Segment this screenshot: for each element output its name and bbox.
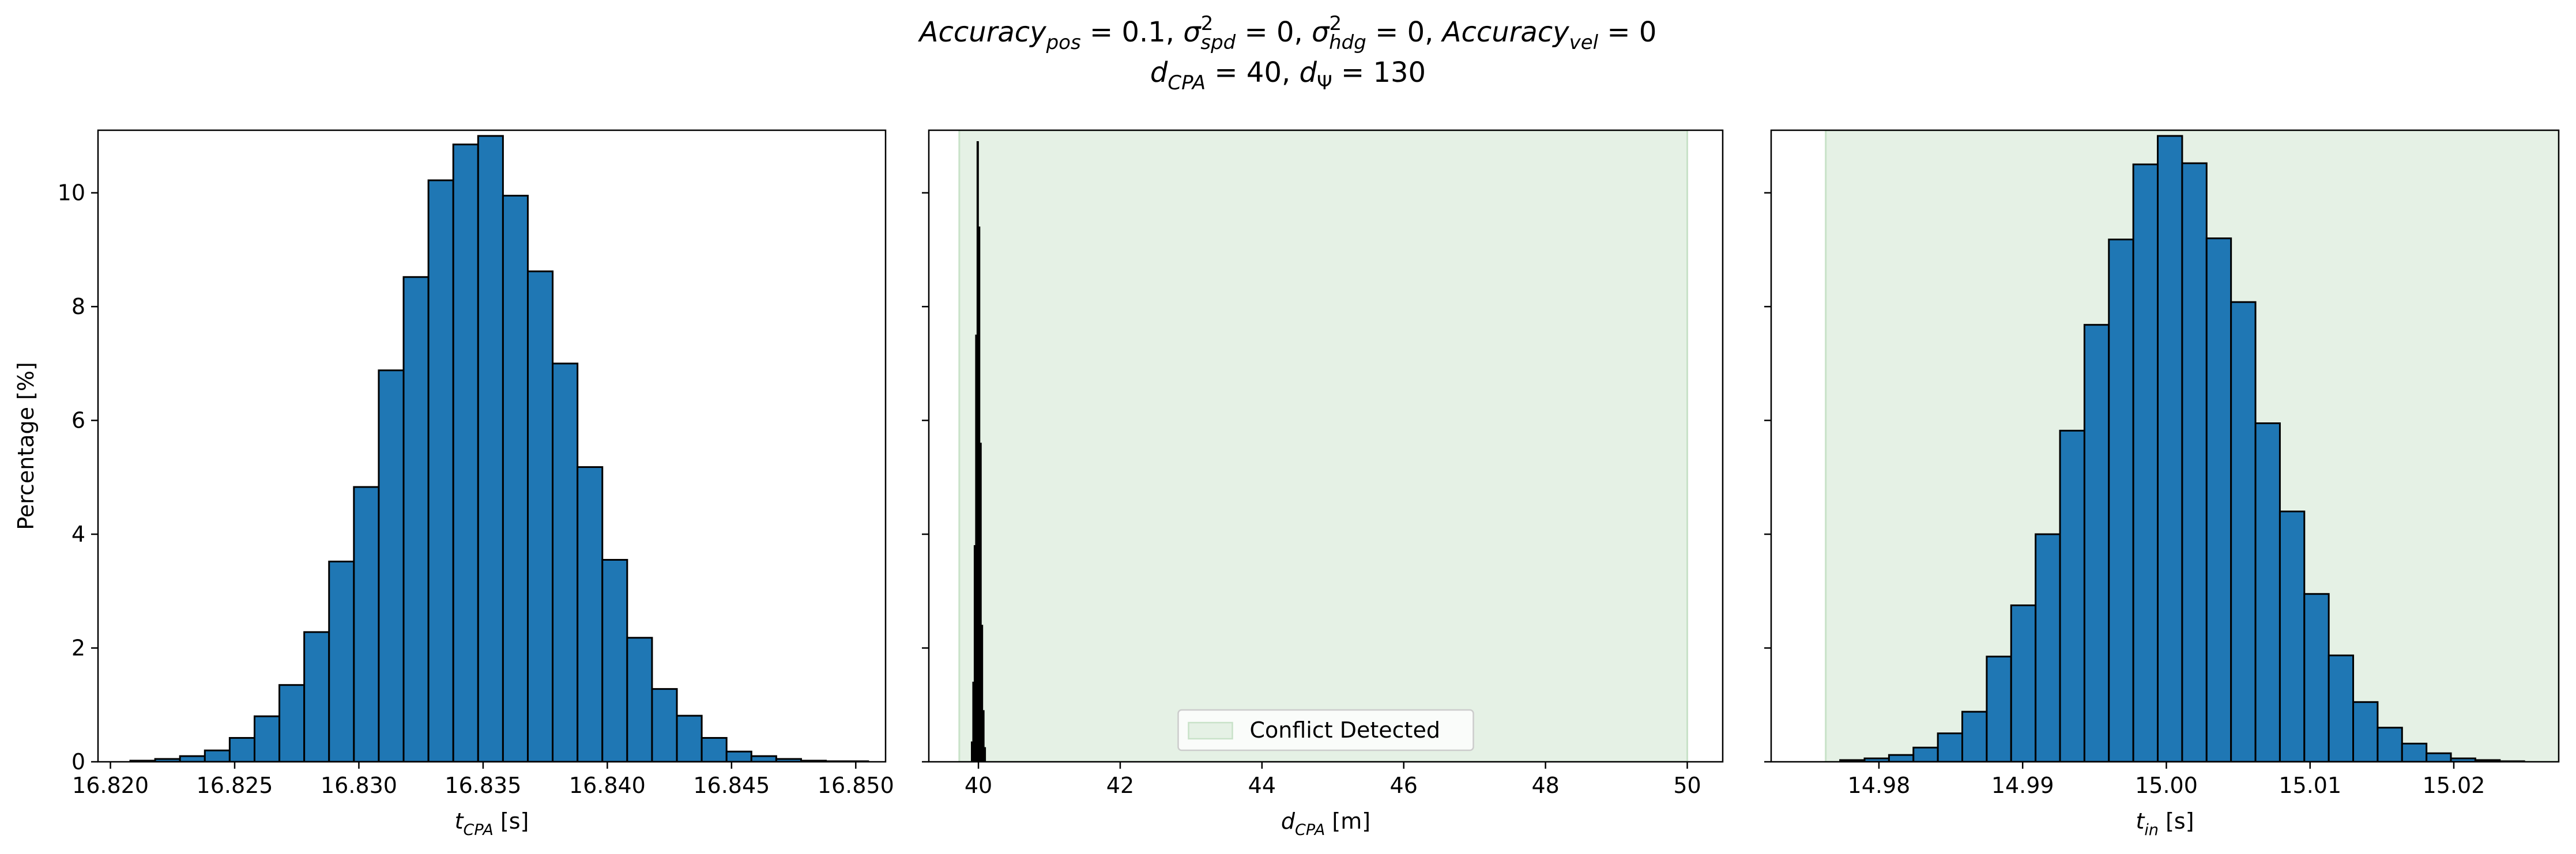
histogram-bar [427,179,454,762]
histogram-bar [750,755,777,762]
legend-box [1177,709,1474,751]
histogram-bar [2083,324,2110,762]
histogram-bar [1986,655,2012,762]
conflict-region [958,130,1689,762]
subplot-1: 16.820 16.825 16.830 16.835 16.840 16.845 16.8… [58,129,894,839]
histogram-bar [2035,533,2061,762]
histogram-bar [278,684,306,762]
histogram-bar [452,143,479,762]
y-tick-label: 10 [58,180,85,206]
histogram-bar [303,631,330,762]
histogram-bar [2377,727,2403,762]
histogram-bar [2426,752,2452,762]
x-tick-label: 46 [1390,773,1418,798]
plot-area-2 [958,130,1689,762]
histogram-bar [2352,701,2379,762]
x-tick-label: 14.99 [1991,773,2054,798]
axes-frame [1770,129,2560,763]
x-tick-label: 14.98 [1848,773,1911,798]
histogram-bar [2254,422,2281,762]
histogram-bar [984,747,986,762]
y-tick-label: 0 [71,749,85,774]
histogram-bar [2230,301,2257,762]
histogram-bar [979,443,982,762]
x-axis-label: dCPA [m] [1281,808,1370,839]
histogram-bar [626,637,653,762]
axes-frame [928,129,1724,763]
x-tick-label: 16.820 [72,773,149,798]
x-tick-label: 15.00 [2135,773,2198,798]
histogram-bar [2010,604,2037,762]
histogram-bar [982,710,985,762]
histogram-bar [1912,746,1939,762]
x-tick-label: 16.830 [321,773,397,798]
x-tick-label: 16.835 [445,773,521,798]
y-axis-label: Percentage [%] [13,362,39,530]
histogram-bar [2205,237,2232,762]
histogram-bar [402,276,430,762]
histogram-bar [2059,429,2085,762]
figure-title: Accuracypos = 0.1, σ2 spd = 0, σ2 hdg = 0,… [918,12,1657,95]
histogram-bar [552,362,579,762]
histogram-bar [502,195,529,762]
x-tick-label: 42 [1106,773,1134,798]
subplot-3: 14.98 14.99 15.00 15.01 15.02 tin [s] [1764,129,2560,839]
subplot-2: 40 42 44 46 48 50 dCPA [m] Conflict Detected [922,129,1724,839]
x-tick-label: 44 [1248,773,1276,798]
legend-swatch [1188,721,1233,740]
x-tick-label: 48 [1531,773,1559,798]
histogram-bar [2401,742,2428,762]
x-axis-label: tin [s] [2136,808,2194,839]
histogram-bar [2108,239,2134,762]
histogram-bar [577,466,604,762]
histogram-bar [601,558,628,762]
histogram-bar [676,715,703,762]
y-axis-label-text: Percentage [%] [13,362,39,530]
subplots: 16.820 16.825 16.830 16.835 16.840 16.845 16.8… [58,129,2560,839]
x-tick-label: 16.845 [693,773,770,798]
x-tick-label: 16.850 [818,773,894,798]
legend: Conflict Detected [1177,709,1474,751]
histogram-bar [378,369,405,762]
y-tick-label: 4 [71,522,85,547]
histogram-bar [2132,163,2159,762]
x-tick-label: 50 [1673,773,1701,798]
x-tick-label: 15.01 [2279,773,2341,798]
histogram-bar [2181,162,2208,762]
histogram-bar [526,270,554,762]
plot-area-3 [1825,130,2559,762]
plot-area-1 [129,135,869,762]
figure-title-line-1: Accuracypos = 0.1, σ2 spd = 0, σ2 hdg = 0,… [918,12,1657,54]
histogram-bar [179,755,206,762]
figure-title-line-2: dCPA = 40, dΨ = 130 [1150,56,1426,95]
histogram-bar [253,715,281,762]
histogram-bar [1937,732,1964,762]
histogram-bar [353,486,380,762]
x-tick-label: 40 [965,773,992,798]
histogram-bar [2303,593,2330,762]
y-tick-label: 6 [71,408,85,433]
histogram-bar [1961,711,1988,762]
histogram-bar [228,737,255,762]
y-tick-label: 8 [71,294,85,319]
axes-frame [97,129,887,763]
x-tick-label: 16.825 [197,773,273,798]
x-tick-label: 16.840 [569,773,646,798]
histogram-bar [204,749,231,762]
histogram-bar [1888,754,1915,762]
histogram-bar [328,560,355,762]
histogram-bar [2328,654,2355,762]
histogram-bar [477,135,504,762]
y-tick-label: 2 [71,636,85,661]
histogram-bar [701,737,728,762]
histogram-bar [651,688,678,762]
histogram-bar [2279,511,2306,762]
histogram-bar [2157,135,2183,762]
legend-label: Conflict Detected [1250,717,1440,743]
x-axis-label: tCPA [s] [455,808,529,839]
x-tick-label: 15.02 [2423,773,2485,798]
histogram-bar [725,750,752,762]
